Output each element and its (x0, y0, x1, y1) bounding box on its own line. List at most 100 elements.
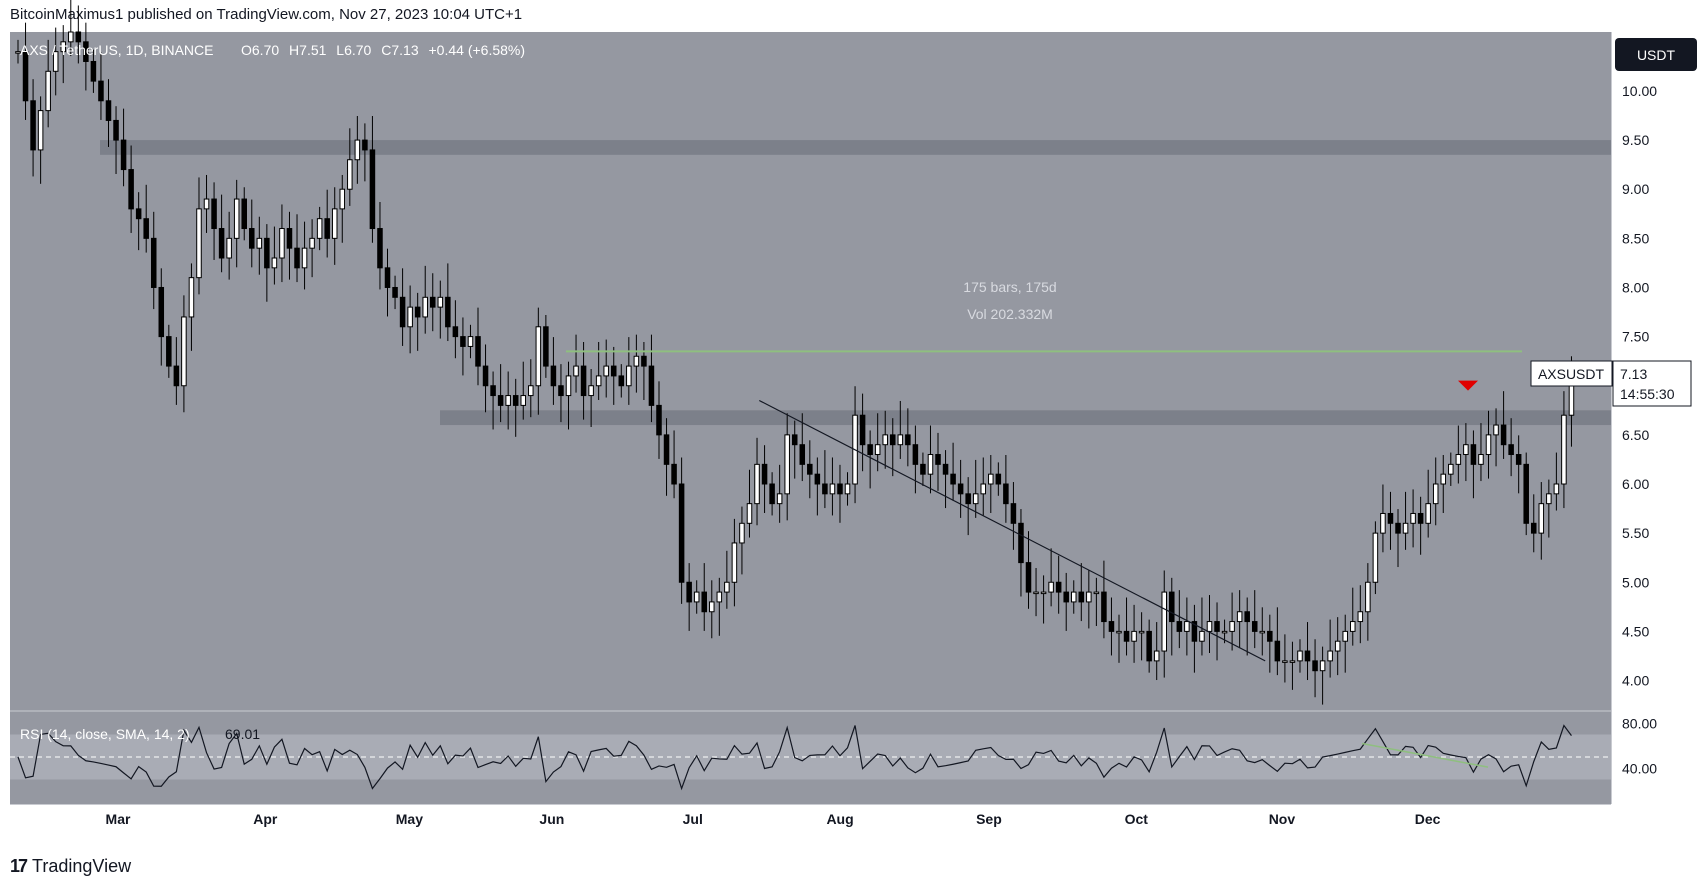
candle-body (874, 444, 881, 456)
candle-body (1214, 621, 1220, 632)
candle-body (1342, 630, 1348, 642)
candle-body (1131, 630, 1137, 642)
candle-body (422, 296, 428, 318)
candle-body (1312, 660, 1318, 672)
price-tick-label: 8.50 (1622, 230, 1649, 246)
price-tick-label: 10.00 (1622, 83, 1657, 99)
candle-body (965, 493, 971, 505)
candle-body (256, 237, 263, 249)
candle-body (588, 385, 594, 397)
symbol-tag-label: AXSUSDT (1538, 366, 1605, 382)
candle-body (678, 483, 685, 583)
legend-symbol: AXS / TetherUS, 1D, BINANCE (20, 42, 213, 58)
candle-body (1146, 630, 1152, 662)
time-axis[interactable] (10, 804, 1611, 833)
candle-body (264, 237, 270, 269)
candle-body (920, 463, 926, 475)
candle-body (437, 296, 444, 308)
candle-body (445, 296, 451, 328)
currency-button[interactable] (1615, 38, 1697, 71)
price-tick-label: 6.50 (1622, 427, 1649, 443)
time-axis-ticks: Mar Apr May Jun Jul Aug Sep Oct Nov Dec (106, 811, 1441, 827)
time-tick-label: Jul (683, 811, 703, 827)
candle-body (490, 385, 496, 397)
candle-body (271, 257, 278, 269)
time-tick-label: Nov (1269, 811, 1296, 827)
horizontal-zone (100, 140, 1611, 155)
candle-body (1432, 483, 1439, 505)
candle-body (120, 139, 127, 171)
candle-body (286, 228, 293, 249)
candle-body (550, 365, 557, 387)
candle-body (716, 591, 723, 603)
candle-body (467, 336, 474, 347)
candle-body (1410, 512, 1416, 524)
candle-body (1108, 621, 1115, 632)
candle-body (1267, 630, 1273, 642)
footer-brand[interactable]: 17 TradingView (10, 856, 131, 877)
price-tag-value: 7.13 (1620, 366, 1647, 382)
time-tick-label: Sep (976, 811, 1002, 827)
candle-body (558, 385, 564, 397)
candle-body (1500, 424, 1507, 446)
legend-low-value: 6.70 (344, 42, 371, 58)
candle-body (980, 483, 987, 495)
price-tick-label: 5.00 (1622, 574, 1649, 590)
price-tick-label: 4.00 (1622, 673, 1649, 689)
candle-body (1116, 630, 1122, 634)
price-axis[interactable] (1611, 32, 1706, 804)
candle-body (339, 188, 346, 210)
candle-body (347, 159, 353, 190)
candle-body (1138, 630, 1145, 634)
legend-close-value: 7.13 (391, 42, 418, 58)
candle-body (671, 463, 677, 485)
candle-body (927, 454, 934, 475)
candle-body (859, 414, 866, 446)
candle-body (957, 483, 964, 495)
price-tick-label: 9.50 (1622, 132, 1649, 148)
candle-body (905, 434, 911, 446)
candle-body (580, 365, 587, 397)
candle-body (641, 355, 647, 367)
candle-body (573, 365, 579, 377)
candle-body (897, 434, 904, 446)
trendline (758, 399, 1266, 662)
time-tick-label: Jun (539, 811, 564, 827)
candle-body (1478, 454, 1484, 465)
rsi-pane: 80.00 40.00 (10, 710, 1657, 791)
price-tick-label: 8.00 (1622, 279, 1649, 295)
legend-open-value: 6.70 (252, 42, 279, 58)
candle-body (128, 169, 134, 210)
time-tick-label: Oct (1125, 811, 1149, 827)
candle-body (807, 463, 813, 475)
candle-body (1025, 562, 1032, 593)
currency-button-label[interactable]: USDT (1637, 47, 1676, 63)
time-tick-label: May (396, 811, 423, 827)
rsi-tick-label: 40.00 (1622, 760, 1657, 776)
candle-body (1515, 454, 1522, 465)
candle-body (972, 493, 979, 505)
candle-body (1546, 493, 1552, 505)
candle-body (693, 591, 700, 603)
candle-body (1018, 522, 1024, 564)
candle-body (1259, 630, 1266, 634)
candle-body (724, 581, 730, 593)
candle-body (158, 286, 165, 338)
rsi-divergence-line (1361, 742, 1489, 768)
candle-body (709, 601, 715, 613)
candle-body (218, 228, 225, 259)
candle-body (294, 247, 300, 269)
candle-body (1402, 522, 1409, 534)
candle-body (995, 473, 1002, 485)
candle-body (105, 100, 112, 121)
candle-body (701, 591, 707, 613)
candle-body (1274, 640, 1281, 662)
candle-body (731, 542, 738, 583)
candle-body (633, 355, 640, 367)
symbol-tag (1530, 360, 1613, 387)
candle-body (890, 434, 896, 446)
candle-body (799, 444, 806, 465)
candle-body (1319, 660, 1326, 672)
price-tick-label: 4.50 (1622, 623, 1649, 639)
